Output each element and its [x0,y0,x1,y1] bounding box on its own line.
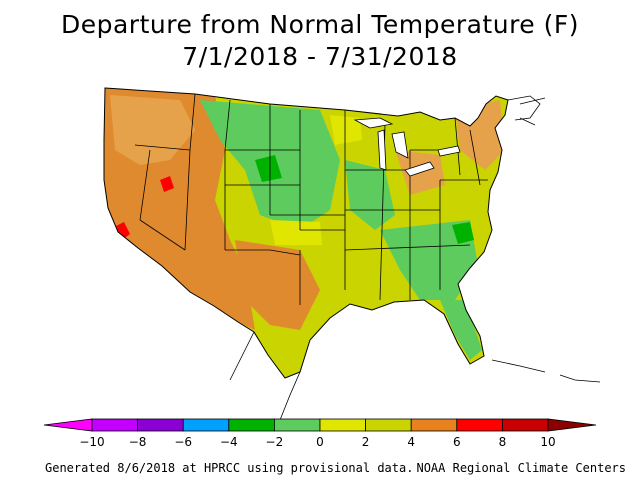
florida-cool-region [440,300,482,360]
source-credit: NOAA Regional Climate Centers [416,461,626,475]
colorbar-bin [91,418,138,432]
generation-note: Generated 8/6/2018 at HPRCC using provis… [45,461,414,475]
colorbar-bin [365,418,412,432]
northwest-warm-region [110,95,195,165]
colorbar-tick-label: −8 [129,435,147,449]
map-date-range: 7/1/2018 - 7/31/2018 [182,42,458,71]
colorbar-bin [273,418,321,432]
colorbar-bin [137,418,184,432]
colorbar-bin [182,418,230,432]
colorbar-bin [228,418,275,432]
map-title: Departure from Normal Temperature (F) [60,10,580,39]
colorbar-over-arrow [547,418,597,432]
kansas-warm-patch [270,220,322,245]
oklahoma-hot-spot [290,286,308,303]
colorbar-bin [456,418,503,432]
nevada-hot-spot [160,176,174,192]
colorbar-tick-label: −6 [174,435,192,449]
colorbar-bin [501,418,549,432]
colorbar-bins [43,418,597,432]
colorbar-tick-labels: −10 −8 −6 −4 −2 0 2 4 6 8 10 [79,435,555,449]
dakota-cold-spot [255,155,282,182]
colorbar-bin [410,418,458,432]
carolina-cold-spot [452,222,474,244]
colorbar-tick-label: 8 [499,435,507,449]
colorbar-tick-label: 0 [316,435,324,449]
southeast-cool-region [380,220,478,300]
california-hot-spot [116,222,130,240]
temperature-field [104,88,508,378]
colorbar-tick-label: −10 [79,435,104,449]
colorbar-tick-label: −4 [220,435,238,449]
colorbar-tick-label: 10 [540,435,555,449]
texas-warm-region [235,240,320,330]
minnesota-warm-patch [330,115,362,145]
neighbor-outlines [229,95,601,421]
colorbar-bin [319,418,366,432]
great-lakes [353,117,461,177]
colorbar-tick-label: 4 [407,435,415,449]
colorbar-tick-label: 6 [453,435,461,449]
colorbar-under-arrow [43,418,93,432]
colorbar-tick-label: 2 [362,435,370,449]
state-boundaries [134,93,488,305]
colorbar-tick-label: −2 [266,435,284,449]
